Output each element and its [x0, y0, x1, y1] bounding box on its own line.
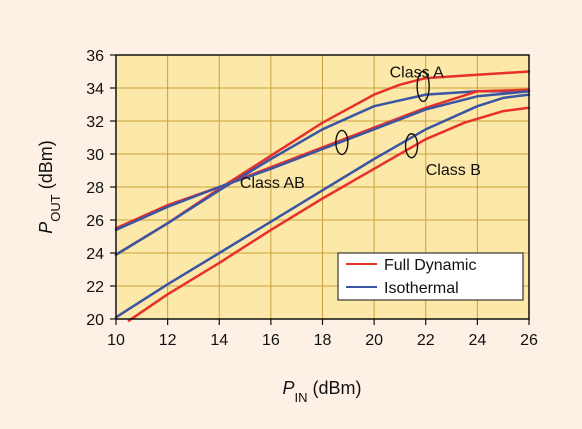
y-tick-label: 36 [86, 48, 104, 65]
y-tick-label: 28 [86, 180, 104, 197]
series-line-4 [127, 106, 531, 322]
y-tick-label: 34 [86, 81, 104, 98]
y-tick-label: 32 [86, 114, 104, 131]
annotations: Class A Class AB Class B [240, 65, 481, 193]
legend-label-isothermal: Isothermal [384, 280, 459, 297]
x-tick-label: 22 [417, 332, 435, 349]
legend: Full Dynamic Isothermal [337, 252, 524, 301]
legend-label-full-dynamic: Full Dynamic [384, 257, 476, 274]
x-tick-label: 26 [520, 332, 538, 349]
y-tick-label: 22 [86, 279, 104, 296]
axis-ticks: 10 12 14 16 18 20 22 24 26 20 22 24 26 28 30 32 34 36 [86, 48, 538, 349]
legend-box [337, 252, 524, 301]
y-tick-label: 20 [86, 312, 104, 329]
x-tick-label: 10 [107, 332, 125, 349]
x-tick-label: 24 [468, 332, 486, 349]
y-tick-label: 30 [86, 147, 104, 164]
x-tick-label: 16 [262, 332, 280, 349]
series-line-3 [114, 90, 531, 232]
y-tick-label: 24 [86, 246, 104, 263]
x-tick-label: 14 [210, 332, 228, 349]
x-axis-label: PIN (dBm) [282, 378, 361, 405]
annotation-ellipse [335, 129, 349, 156]
x-tick-label: 12 [159, 332, 177, 349]
grid [116, 55, 529, 319]
series-line-5 [114, 93, 531, 319]
y-axis-label: POUT (dBm) [36, 140, 63, 233]
x-tick-label: 20 [365, 332, 383, 349]
series-line-1 [114, 90, 531, 256]
annotation-class-ab: Class AB [240, 175, 305, 192]
annotation-ellipse [416, 70, 430, 103]
annotation-ellipse [404, 133, 419, 159]
series-group [114, 70, 531, 322]
x-tick-label: 18 [314, 332, 332, 349]
annotation-class-a: Class A [390, 65, 445, 82]
y-tick-label: 26 [86, 213, 104, 230]
annotation-class-b: Class B [426, 162, 481, 179]
